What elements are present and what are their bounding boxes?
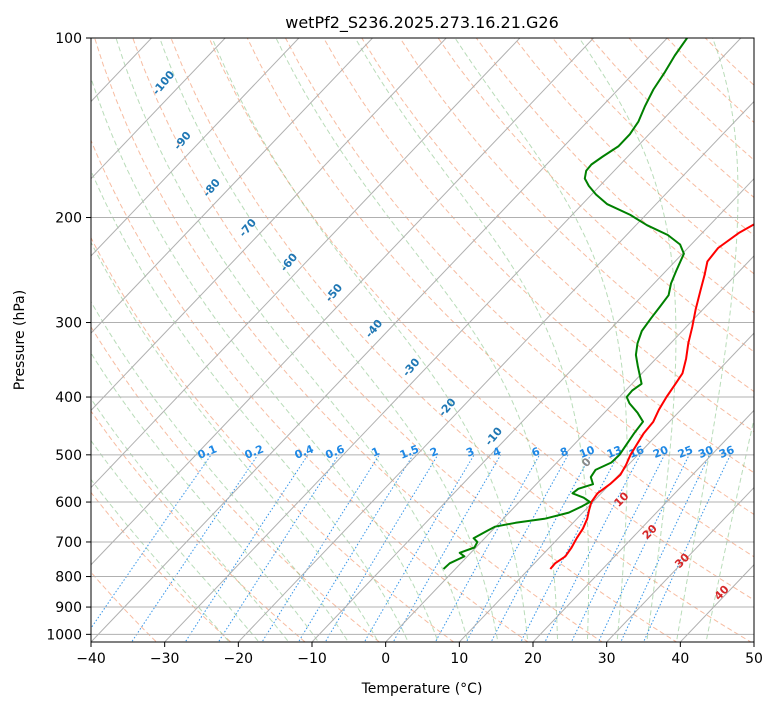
x-tick-label: 50	[745, 651, 763, 667]
moist-adiabat	[578, 38, 677, 642]
mixing-ratio-line	[363, 454, 475, 642]
moist-adiabat	[115, 38, 469, 642]
x-tick-label: 20	[524, 651, 542, 667]
y-axis-title: Pressure (hPa)	[12, 290, 28, 390]
x-tick-label: 0	[381, 651, 390, 667]
mixing-ratio-line	[465, 454, 569, 642]
x-tick-label: 30	[598, 651, 616, 667]
isotherm-line	[458, 332, 754, 642]
moist-adiabat	[91, 478, 230, 642]
mixing-ratio-label: 8	[558, 445, 570, 460]
dry-adiabat	[91, 326, 381, 642]
chart-title: wetPf2_S236.2025.273.16.21.G26	[285, 13, 559, 33]
axes: −40 −30 −20 −10 0 10 20 30 40 50 100 200 300 400 500 60…	[46, 31, 763, 667]
plot-frame	[90, 37, 755, 643]
moist-adiabat	[354, 38, 590, 642]
mixing-ratio-label: 36	[717, 443, 736, 461]
dry-adiabat	[91, 571, 158, 642]
mixing-ratio-line	[643, 454, 731, 642]
moist-adiabat	[705, 417, 754, 642]
isotherm-line	[91, 38, 595, 566]
isotherm-line	[91, 38, 668, 642]
dry-adiabat	[246, 38, 754, 558]
dry-adiabat	[437, 38, 754, 353]
isotherm-line	[311, 177, 754, 642]
x-tick-label: −20	[224, 651, 254, 667]
y-tick-label: 700	[55, 535, 82, 551]
mixing-ratio-label: 1	[370, 445, 382, 460]
y-tick-label: 1000	[46, 627, 82, 643]
y-tick-label: 800	[55, 570, 82, 586]
mixing-ratio-line	[597, 454, 690, 642]
dewpoint-profile	[442, 38, 688, 570]
y-tick-label: 600	[55, 495, 82, 511]
y-tick-label: 900	[55, 600, 82, 616]
dry-adiabat	[0, 25, 12, 647]
isotherm-line	[532, 409, 754, 642]
dry-adiabat	[361, 38, 754, 433]
mixing-ratio-line	[184, 454, 309, 642]
mixing-ratio-line	[570, 454, 665, 642]
dry-adiabat	[323, 38, 754, 474]
mixing-ratio-line	[91, 454, 212, 629]
y-tick-label: 500	[55, 448, 82, 464]
x-axis-title: Temperature (°C)	[361, 681, 483, 697]
x-tick-label: −40	[76, 651, 106, 667]
dry-adiabat	[475, 38, 754, 314]
moist-adiabat	[275, 38, 559, 642]
dry-adiabat	[91, 236, 455, 642]
isotherm-line	[91, 38, 300, 257]
mixing-ratio-line	[217, 454, 340, 642]
mixing-ratio-line	[544, 454, 641, 642]
dry-adiabat	[170, 38, 752, 642]
plot-background	[91, 38, 754, 642]
mixing-ratio-label: 13	[605, 443, 624, 461]
mixing-ratio-line	[520, 454, 619, 642]
plot-area	[0, 25, 754, 647]
y-tick-label: 100	[55, 31, 82, 47]
mixing-ratio-label: 10	[578, 443, 597, 461]
dry-adiabat	[91, 410, 306, 642]
isotherm-line	[91, 38, 226, 180]
x-tick-label: −10	[297, 651, 327, 667]
moist-adiabat	[91, 76, 439, 642]
dry-adiabat	[91, 139, 529, 642]
moist-adiabat	[91, 352, 320, 642]
moist-adiabat	[675, 38, 739, 642]
moist-adiabat	[454, 38, 628, 642]
mixing-ratio-label: 25	[676, 443, 695, 461]
mixing-ratio-label: 30	[696, 443, 715, 461]
moist-adiabat	[159, 38, 499, 642]
x-tick-label: −30	[150, 651, 180, 667]
mixing-ratio-label: 3	[464, 445, 476, 460]
mixing-ratio-label: 2	[428, 445, 440, 460]
isotherm-line	[605, 486, 754, 642]
moist-adiabat	[91, 398, 290, 642]
y-tick-label: 400	[55, 390, 82, 406]
moist-adiabat	[91, 300, 349, 642]
y-tick-label: 300	[55, 316, 82, 332]
mixing-ratio-line	[324, 454, 439, 642]
isotherm-line	[237, 100, 754, 642]
moist-adiabat	[211, 38, 529, 642]
isotherm-line	[384, 255, 754, 642]
isotherm-line	[91, 38, 447, 412]
y-tick-label: 200	[55, 211, 82, 227]
moist-adiabat	[91, 241, 379, 642]
x-tick-label: 10	[450, 651, 468, 667]
dry-adiabat	[94, 38, 604, 642]
mixing-ratio-label: 16	[627, 443, 646, 461]
mixing-ratio-label: 20	[651, 443, 670, 461]
mixing-ratio-line	[297, 454, 414, 642]
isotherm-line	[91, 38, 521, 489]
isotherm-line	[91, 38, 374, 334]
x-tick-label: 40	[671, 651, 689, 667]
temperature-profile	[549, 223, 754, 570]
dry-adiabat	[132, 38, 678, 642]
isotherm-line	[163, 38, 742, 642]
mixing-ratio-line	[261, 454, 380, 642]
